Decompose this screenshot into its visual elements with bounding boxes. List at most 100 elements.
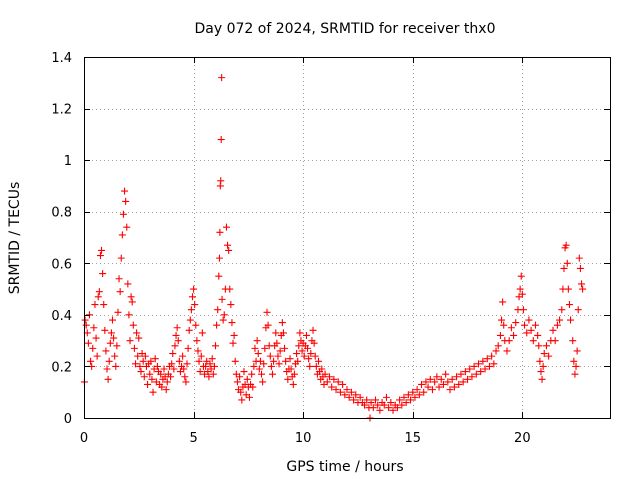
data-point — [219, 316, 227, 324]
data-point — [218, 295, 226, 303]
data-point — [328, 383, 336, 391]
data-point — [206, 360, 214, 368]
data-point — [274, 352, 282, 360]
data-point — [536, 357, 544, 365]
data-point — [245, 393, 253, 401]
data-point — [343, 386, 351, 394]
data-point — [171, 342, 179, 350]
data-point — [123, 223, 131, 231]
data-point — [367, 399, 375, 407]
data-point — [94, 293, 102, 301]
data-point — [149, 388, 157, 396]
data-point — [284, 375, 292, 383]
data-point — [492, 347, 500, 355]
label-layer: 0 0.2 0.4 0.6 0.8 1 1.2 1.4 0 5 10 15 20 — [51, 51, 530, 446]
data-point — [162, 386, 170, 394]
data-point — [175, 357, 183, 365]
data-point — [84, 339, 92, 347]
data-point — [118, 231, 126, 239]
data-point — [298, 347, 306, 355]
data-point — [180, 365, 188, 373]
data-point — [99, 270, 107, 278]
data-point — [111, 352, 119, 360]
data-point — [518, 290, 526, 298]
data-point — [236, 373, 244, 381]
data-point — [181, 373, 189, 381]
data-point — [259, 378, 267, 386]
data-point — [141, 352, 149, 360]
y-tick-label: 0 — [64, 412, 72, 427]
data-point — [229, 339, 237, 347]
data-point — [286, 355, 294, 363]
data-point — [217, 177, 225, 185]
data-point — [93, 352, 101, 360]
data-point — [347, 388, 355, 396]
data-point — [472, 370, 480, 378]
data-point — [163, 378, 171, 386]
data-point — [382, 393, 390, 401]
x-tick-label: 5 — [189, 431, 197, 446]
data-point — [424, 383, 432, 391]
data-point — [345, 393, 353, 401]
data-point — [214, 306, 222, 314]
data-point — [404, 391, 412, 399]
data-point — [553, 321, 561, 329]
data-point — [470, 362, 478, 370]
data-point — [272, 329, 280, 337]
data-point — [238, 396, 246, 404]
data-point — [418, 380, 426, 388]
data-point — [539, 362, 547, 370]
data-point — [172, 331, 180, 339]
data-point — [422, 378, 430, 386]
data-point — [113, 342, 121, 350]
data-point — [133, 329, 141, 337]
data-point — [442, 370, 450, 378]
data-point — [534, 331, 542, 339]
data-point — [295, 342, 303, 350]
data-point — [505, 337, 513, 345]
data-point — [396, 396, 404, 404]
data-point — [332, 386, 340, 394]
data-point — [294, 357, 302, 365]
data-point — [233, 378, 241, 386]
data-point — [433, 373, 441, 381]
data-point — [125, 311, 133, 319]
data-point — [195, 357, 203, 365]
data-point — [560, 264, 568, 272]
data-point — [300, 352, 308, 360]
data-point — [220, 311, 228, 319]
data-point — [261, 344, 269, 352]
data-point — [334, 378, 342, 386]
data-point — [339, 380, 347, 388]
data-point — [304, 344, 312, 352]
data-point — [500, 321, 508, 329]
data-point — [275, 360, 283, 368]
x-tick-label: 0 — [80, 431, 88, 446]
data-point — [309, 326, 317, 334]
data-point — [564, 285, 572, 293]
data-point — [116, 288, 124, 296]
data-point — [157, 370, 165, 378]
data-point — [255, 365, 263, 373]
data-point — [81, 316, 89, 324]
data-point — [336, 388, 344, 396]
data-point — [254, 350, 262, 358]
data-point — [217, 136, 225, 144]
data-point — [380, 401, 388, 409]
data-point — [263, 308, 271, 316]
data-point — [499, 298, 507, 306]
data-point — [182, 378, 190, 386]
data-point — [310, 339, 318, 347]
y-tick-label: 1 — [64, 154, 72, 169]
x-axis-label: GPS time / hours — [286, 459, 403, 475]
data-point — [325, 373, 333, 381]
y-tick-label: 1.2 — [51, 103, 72, 118]
data-layer — [80, 74, 587, 422]
data-point — [558, 306, 566, 314]
data-point — [507, 324, 515, 332]
data-point — [251, 344, 259, 352]
data-point — [498, 316, 506, 324]
data-point — [114, 308, 122, 316]
data-point — [439, 380, 447, 388]
